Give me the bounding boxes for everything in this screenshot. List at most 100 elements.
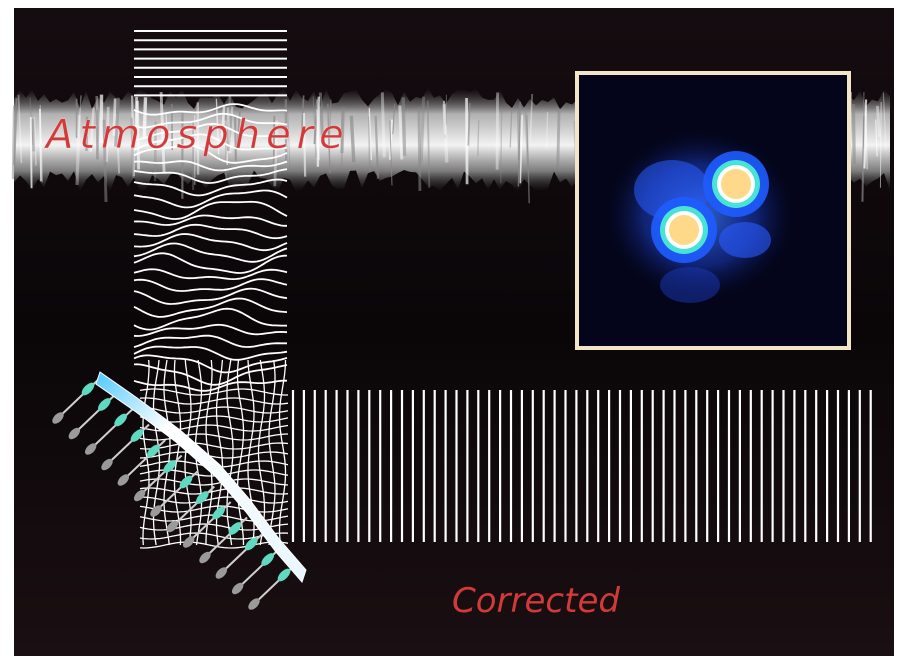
turbulence-streak [112, 98, 117, 136]
distorted-wavefront-line [133, 160, 288, 172]
turbulence-streak [29, 117, 33, 189]
grid-vertical-line [236, 359, 245, 546]
actuator-tip [130, 429, 144, 442]
actuator-tip [147, 444, 160, 458]
distorted-wavefront-line [133, 223, 288, 240]
flat-wavefronts-incoming [134, 30, 287, 97]
turbulence-streak [77, 95, 82, 137]
distorted-wavefront-line [133, 133, 288, 151]
grid-vertical-line [163, 359, 171, 546]
turbulence-streak [477, 120, 480, 156]
distorted-wavefront-line [133, 112, 288, 129]
turbulence-streak [114, 97, 120, 147]
turbulence-streak [368, 116, 371, 173]
distorted-wavefront-line [133, 122, 288, 141]
actuator-base [231, 582, 244, 595]
actuator-tip [163, 460, 176, 473]
distorted-wavefront-line [133, 252, 288, 274]
distorted-wavefront-line [133, 168, 288, 184]
turbulence-streak [300, 95, 305, 146]
turbulence-streak [851, 104, 856, 165]
turbulence-streak [875, 119, 878, 157]
actuator-base [166, 520, 179, 533]
distorted-wavefront-line [133, 287, 288, 305]
turbulence-streak [102, 119, 108, 203]
turbulence-streak [517, 101, 521, 187]
grid-horizontal-line [139, 451, 289, 459]
turbulence-streak [11, 105, 16, 180]
actuator-tip [81, 382, 95, 396]
turbulence-streak [38, 108, 42, 182]
actuator-tip [196, 491, 209, 504]
turbulence-streak [287, 111, 291, 173]
turbulence-streak [389, 120, 393, 186]
turbulence-streak [500, 107, 503, 184]
actuator-base [248, 598, 260, 610]
grid-vertical-line [205, 359, 213, 545]
actuator-base [182, 536, 195, 548]
turbulence-streak [327, 104, 331, 174]
distorted-wavefront-line [133, 345, 288, 361]
distorted-wavefront-line [133, 334, 287, 348]
turbulence-streak [302, 113, 307, 177]
turbulence-streak [546, 111, 549, 149]
actuator-tip [261, 553, 274, 566]
turbulence-streak [417, 107, 422, 191]
distorted-wavefront-line [133, 242, 288, 263]
binary-star-inset [575, 71, 851, 350]
turbulence-streak [220, 106, 226, 138]
turbulence-streak [75, 115, 81, 185]
actuator-base [101, 458, 113, 471]
grid-horizontal-line [139, 388, 288, 396]
grid-horizontal-line [139, 505, 289, 513]
turbulence-streak [105, 106, 110, 163]
turbulence-streak [374, 115, 380, 179]
turbulence-streak [142, 97, 148, 139]
distorted-wavefront-line [133, 323, 288, 337]
grid-vertical-line [278, 359, 287, 546]
actuator-base [133, 489, 146, 502]
turbulence-streak [380, 92, 386, 158]
actuator-tip [114, 413, 127, 427]
actuator-tip [212, 506, 225, 520]
distorted-wavefront-line [133, 103, 288, 116]
turbulence-streak [31, 118, 36, 152]
turbulence-streak [340, 107, 345, 154]
turbulence-streak [556, 108, 561, 168]
actuator-base [215, 567, 228, 579]
grid-horizontal-line [139, 442, 289, 450]
turbulence-streak [524, 108, 529, 172]
actuator-base [199, 551, 211, 564]
binary-star-icon [605, 130, 795, 303]
turbulence-streak [234, 115, 237, 161]
turbulence-streak [398, 105, 404, 160]
actuator-tip [277, 568, 291, 582]
actuator-tip [245, 537, 258, 551]
distorted-wavefront-line [133, 233, 288, 252]
actuator-base [84, 443, 97, 455]
turbulence-streak [426, 100, 431, 188]
grid-horizontal-line [139, 496, 289, 504]
turbulence-streak [882, 92, 887, 151]
distorted-wavefront-line [133, 297, 288, 318]
turbulence-streak [442, 104, 449, 163]
turbulence-streak [443, 102, 446, 139]
turbulence-streak [89, 107, 95, 152]
distorted-wavefront-line [133, 144, 288, 164]
turbulence-streak [865, 110, 868, 170]
distorted-wavefront-line [133, 178, 288, 197]
turbulence-streak [509, 110, 513, 148]
turbulence-streak [392, 103, 396, 135]
deformable-mirror-icon [52, 371, 307, 610]
distorted-wavefront-line [133, 354, 288, 374]
grid-horizontal-line [139, 397, 289, 405]
actuator-tip [228, 522, 242, 535]
actuator-base [150, 505, 162, 517]
distorted-wavefront-line [133, 268, 288, 281]
grid-horizontal-line [139, 541, 289, 549]
turbulence-streak [442, 100, 447, 135]
grid-vertical-line [142, 359, 150, 546]
grid-horizontal-line [139, 478, 289, 486]
turbulence-streak [467, 102, 471, 146]
